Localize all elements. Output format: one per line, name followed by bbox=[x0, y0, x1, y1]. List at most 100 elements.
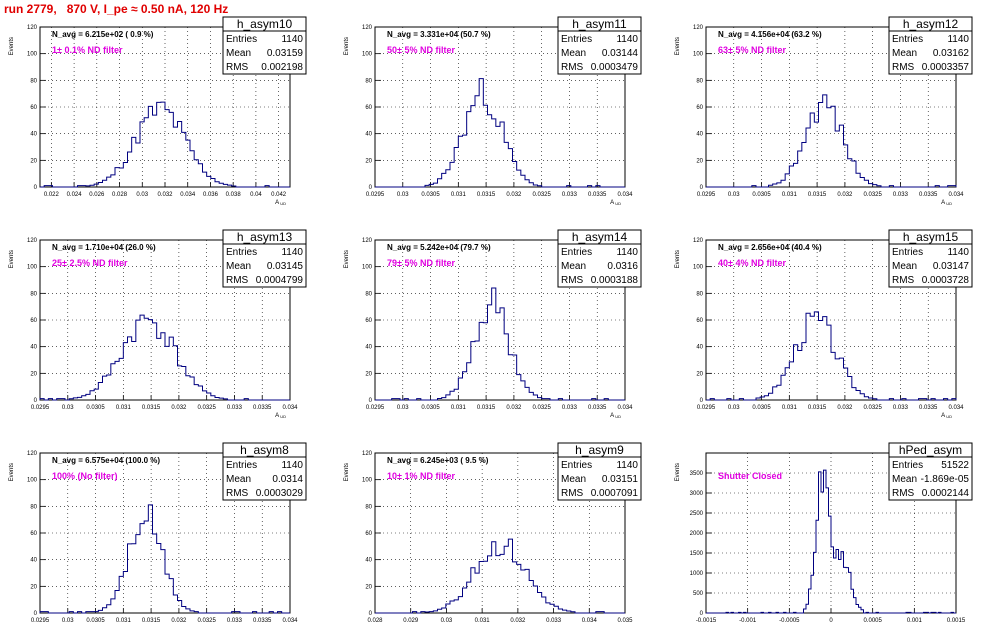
stats-value: 0.03147 bbox=[933, 261, 970, 272]
x-tick-label: 0.03 bbox=[136, 192, 148, 198]
x-tick-label: 0.033 bbox=[546, 618, 562, 622]
stats-value: 0.0003188 bbox=[591, 275, 639, 286]
x-tick-label: 0.0305 bbox=[421, 405, 440, 411]
histogram-panel: 0.0295 0.03 0.0305 0.031 0.0315 0.032 0.0325 0.… bbox=[9, 229, 307, 419]
x-tick-label: 0.032 bbox=[837, 192, 853, 198]
y-tick-label: 80 bbox=[30, 78, 37, 84]
x-axis-label: A UD bbox=[610, 413, 621, 419]
histogram-step-line bbox=[706, 311, 957, 401]
filter-label: 25± 2.5% ND filter bbox=[52, 258, 128, 268]
n-avg-label: N_avg = 6.245e+03 ( 9.5 %) bbox=[387, 456, 489, 465]
x-tick-label: 0.03 bbox=[728, 192, 740, 198]
x-tick-label: 0.0305 bbox=[421, 192, 440, 198]
x-tick-label: 0.0315 bbox=[142, 405, 161, 411]
y-tick-label: 60 bbox=[696, 105, 703, 111]
x-tick-label: 0.032 bbox=[171, 618, 187, 622]
stats-key: Entries bbox=[892, 460, 923, 471]
y-tick-label: 1500 bbox=[690, 551, 704, 557]
x-tick-label: 0.0315 bbox=[142, 618, 161, 622]
stats-key: Mean bbox=[561, 474, 586, 485]
stats-title: h_asym15 bbox=[903, 230, 959, 244]
y-tick-label: 0 bbox=[369, 398, 373, 404]
x-tick-label: 0.034 bbox=[948, 405, 964, 411]
stats-box bbox=[222, 229, 307, 288]
y-axis-label: Events bbox=[675, 37, 681, 55]
stats-value: 0.03145 bbox=[267, 261, 304, 272]
x-tick-label: -0.0005 bbox=[779, 618, 800, 622]
x-tick-label: 0.03 bbox=[62, 618, 74, 622]
stats-key: Entries bbox=[561, 460, 592, 471]
y-tick-label: 20 bbox=[30, 584, 37, 590]
y-tick-label: 100 bbox=[362, 52, 373, 58]
filter-label: 1± 0.1% ND filter bbox=[52, 45, 123, 55]
filter-label: 100% (No filter) bbox=[52, 471, 118, 481]
y-tick-label: 20 bbox=[365, 584, 372, 590]
x-tick-label: 0.031 bbox=[451, 405, 467, 411]
stats-key: RMS bbox=[892, 275, 915, 286]
x-tick-label: 0.036 bbox=[203, 192, 219, 198]
x-tick-label: 0.032 bbox=[837, 405, 853, 411]
y-tick-label: 80 bbox=[696, 291, 703, 297]
x-tick-label: 0.0295 bbox=[366, 192, 385, 198]
x-tick-label: 0.031 bbox=[116, 405, 132, 411]
x-tick-label: 0.0325 bbox=[532, 192, 551, 198]
x-tick-label: 0.0335 bbox=[253, 405, 272, 411]
n-avg-label: N_avg = 1.710e+04 (26.0 %) bbox=[52, 243, 156, 252]
stats-value: 0.0003029 bbox=[256, 488, 304, 499]
x-tick-label: 0.0335 bbox=[919, 405, 938, 411]
stats-title: h_asym11 bbox=[572, 17, 627, 31]
y-tick-label: 60 bbox=[696, 318, 703, 324]
stats-value: 0.0316 bbox=[607, 261, 638, 272]
stats-value: 1140 bbox=[281, 247, 303, 258]
stats-value: 1140 bbox=[616, 34, 638, 45]
y-tick-label: 40 bbox=[696, 345, 703, 351]
y-tick-label: 20 bbox=[365, 158, 372, 164]
y-tick-label: 40 bbox=[696, 132, 703, 138]
x-tick-label: 0.032 bbox=[510, 618, 526, 622]
x-tick-label: -0.001 bbox=[739, 618, 757, 622]
y-tick-label: 40 bbox=[30, 132, 37, 138]
x-tick-label: 0.034 bbox=[617, 405, 633, 411]
y-tick-label: 40 bbox=[365, 132, 372, 138]
stats-box bbox=[222, 442, 307, 501]
stats-value: 0.03159 bbox=[267, 48, 304, 59]
y-tick-label: 1000 bbox=[690, 571, 704, 577]
x-tick-label: 0.0315 bbox=[808, 192, 827, 198]
stats-key: RMS bbox=[561, 275, 584, 286]
stats-key: Entries bbox=[892, 247, 923, 258]
x-tick-label: 0.042 bbox=[271, 192, 287, 198]
y-tick-label: 20 bbox=[696, 371, 703, 377]
y-tick-label: 60 bbox=[365, 531, 372, 537]
stats-value: 0.0007091 bbox=[591, 488, 639, 499]
x-tick-label: 0 bbox=[829, 618, 833, 622]
stats-value: 0.0003728 bbox=[922, 275, 970, 286]
y-tick-label: 0 bbox=[34, 185, 38, 191]
x-tick-label: 0.0015 bbox=[947, 618, 966, 622]
stats-key: Entries bbox=[226, 34, 257, 45]
stats-title: h_asym12 bbox=[903, 17, 959, 31]
histogram-step-line bbox=[40, 101, 290, 188]
y-tick-label: 3500 bbox=[690, 471, 704, 477]
stats-value: 1140 bbox=[281, 460, 303, 471]
stats-key: Mean bbox=[226, 474, 251, 485]
x-axis-label: A UD bbox=[610, 200, 621, 206]
y-tick-label: 100 bbox=[362, 478, 373, 484]
histogram-panel: 0.028 0.029 0.03 0.031 0.032 0.033 0.034 0.035 0… bbox=[344, 442, 642, 622]
y-axis-label: Events bbox=[9, 37, 15, 55]
y-tick-label: 20 bbox=[30, 371, 37, 377]
y-axis-label: Events bbox=[9, 463, 15, 481]
stats-key: RMS bbox=[226, 62, 249, 73]
y-axis-label: Events bbox=[344, 463, 350, 481]
histogram-panel: 0.0295 0.03 0.0305 0.031 0.0315 0.032 0.0325 0.… bbox=[675, 229, 973, 419]
stats-value: 0.03162 bbox=[933, 48, 970, 59]
stats-key: RMS bbox=[561, 62, 584, 73]
stats-box bbox=[222, 16, 307, 75]
y-axis-label: Events bbox=[344, 250, 350, 268]
y-tick-label: 120 bbox=[27, 451, 38, 457]
n-avg-label: N_avg = 4.156e+04 (63.2 %) bbox=[718, 30, 822, 39]
y-tick-label: 0 bbox=[369, 611, 373, 617]
x-tick-label: 0.0325 bbox=[197, 405, 216, 411]
y-tick-label: 20 bbox=[30, 158, 37, 164]
y-tick-label: 120 bbox=[27, 25, 38, 31]
x-tick-label: 0.0315 bbox=[477, 192, 496, 198]
